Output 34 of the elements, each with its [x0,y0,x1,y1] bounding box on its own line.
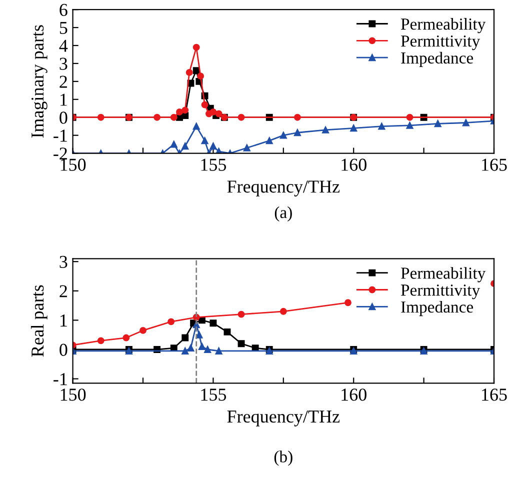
y-axis-title: Imaginary parts [31,25,48,138]
text: (a) [274,206,292,222]
text: (b) [274,450,292,466]
legend-label: Permeability [400,18,486,34]
x-tick-label: 160 [342,158,366,171]
x-tick-label: 165 [482,158,507,171]
x-tick-label: 155 [201,158,226,171]
y-tick-label: 3 [60,256,68,268]
x-axis-title: Frequency/THz [227,180,340,196]
x-tick-label: 165 [482,388,507,401]
x-axis-title: Frequency/THz [227,410,340,426]
y-tick-label: 2 [60,76,67,88]
y-tick-label: -1 [54,130,67,142]
legend-label: Permittivity [400,284,480,300]
y-tick-label: 5 [60,22,68,34]
x-tick-label: 150 [60,388,86,401]
y-tick-label: 4 [59,40,68,52]
x-tick-label: 160 [342,388,366,401]
y-tick-label: -1 [54,373,67,386]
y-tick-label: -2 [54,148,67,160]
y-tick-label: 3 [60,58,68,70]
y-tick-label: 0 [60,344,68,356]
y-tick-label: 6 [60,4,68,16]
legend-label: Permittivity [400,35,480,50]
y-tick-label: 2 [60,285,67,298]
y-axis-title: Real parts [30,285,48,357]
y-tick-label: 0 [60,112,68,124]
x-tick-label: 155 [201,388,226,401]
x-tick-label: 150 [60,158,86,171]
y-tick-label: 1 [60,94,67,106]
legend-label: Impedance [401,52,474,67]
y-tick-label: 1 [60,314,67,326]
legend-label: Impedance [401,300,474,316]
legend-label: Permeability [400,267,486,282]
